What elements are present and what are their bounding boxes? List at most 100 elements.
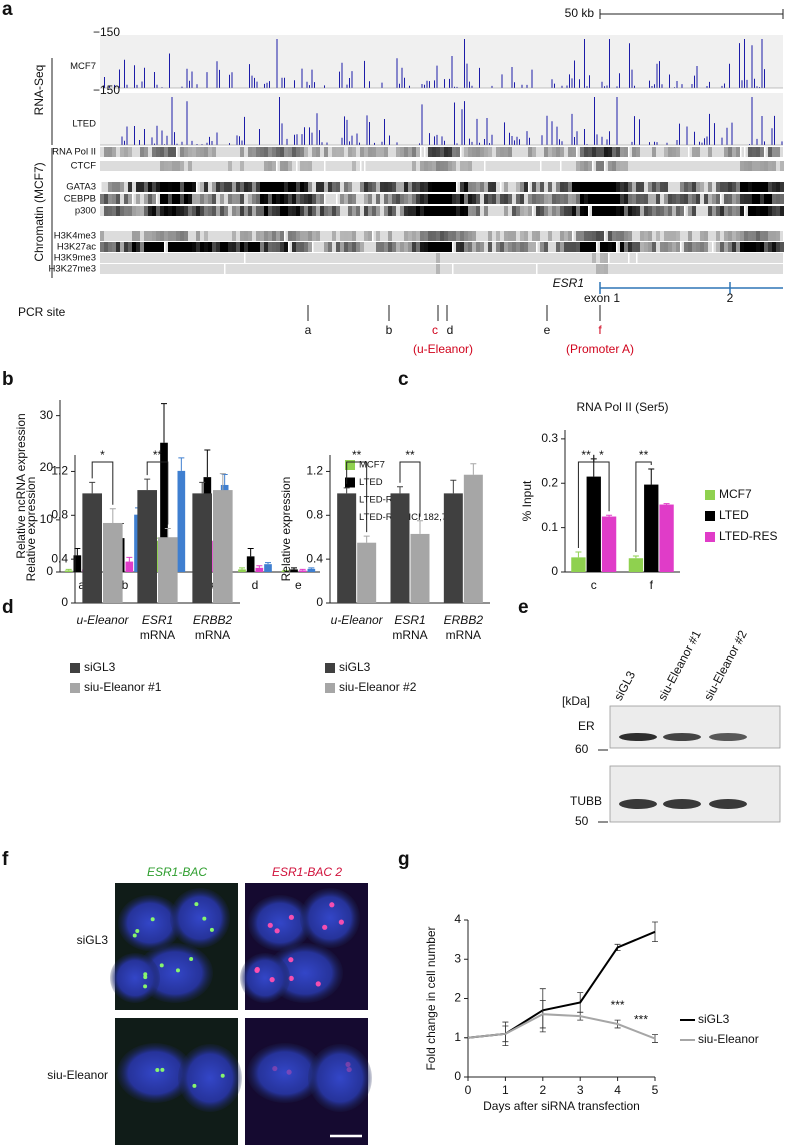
track-cell [232, 206, 236, 216]
track-cell [460, 206, 464, 216]
track-cell [492, 194, 496, 204]
track-cell [468, 206, 472, 216]
track-cell [460, 194, 464, 204]
track-cell [580, 194, 584, 204]
track-cell [716, 206, 720, 216]
track-cell [448, 242, 452, 252]
track-cell [464, 242, 468, 252]
track-cell [460, 231, 464, 241]
track-cell [704, 242, 708, 252]
y-tick-label: 0.3 [541, 431, 558, 445]
track-cell [216, 242, 220, 252]
chart-title: RNA Pol II (Ser5) [576, 400, 668, 414]
track-cell [560, 194, 564, 204]
error-bar [89, 481, 96, 494]
band [709, 799, 747, 809]
bar [357, 542, 377, 603]
track-cell [572, 206, 576, 216]
panel-label: e [518, 597, 529, 618]
track-cell [240, 147, 244, 157]
track-cell [668, 242, 672, 252]
track-cell [620, 206, 624, 216]
track-cell [496, 242, 500, 252]
track-cell [216, 182, 220, 192]
bar [264, 564, 272, 572]
track-gap [684, 206, 686, 216]
track-cell [332, 231, 336, 241]
track-name: H3K27me3 [48, 264, 96, 275]
track-cell [548, 182, 552, 192]
bar [255, 567, 264, 572]
track-cell [252, 182, 256, 192]
track-cell [284, 194, 288, 204]
track-cell [408, 182, 412, 192]
track-cell [200, 206, 204, 216]
track-cell [304, 194, 308, 204]
track-cell [776, 231, 780, 241]
significance: ** [581, 448, 591, 462]
track-cell [148, 242, 152, 252]
track-cell [696, 242, 700, 252]
track-cell [396, 242, 400, 252]
track-bg [100, 253, 783, 263]
track-cell [460, 161, 464, 171]
significance: * [100, 448, 105, 462]
track-cell [608, 147, 612, 157]
track-cell [632, 242, 636, 252]
track-cell [652, 182, 656, 192]
track-cell [772, 231, 776, 241]
track-cell [724, 182, 728, 192]
track-cell [592, 242, 596, 252]
track-cell [140, 242, 144, 252]
track-cell [688, 206, 692, 216]
track-cell [252, 242, 256, 252]
error-bar [219, 473, 226, 491]
track-cell [288, 182, 292, 192]
fish-spot [274, 928, 280, 934]
track-cell [600, 242, 604, 252]
condition-label: siu-Eleanor [47, 1068, 108, 1082]
track-cell [448, 194, 452, 204]
track-cell [316, 194, 320, 204]
nucleus [178, 1044, 242, 1112]
track-cell [556, 182, 560, 192]
track-cell [472, 194, 476, 204]
x-tick-label-line: ESR1 [142, 613, 173, 627]
track-cell [472, 242, 476, 252]
track-cell [184, 147, 188, 157]
track-cell [224, 242, 228, 252]
y-axis-label: Fold change in cell number [424, 926, 438, 1070]
track-cell [648, 194, 652, 204]
panel-label: g [398, 849, 410, 870]
track-cell [744, 194, 748, 204]
track-cell [228, 242, 232, 252]
error-bar [397, 486, 403, 494]
track-cell [432, 147, 436, 157]
track-cell [412, 182, 416, 192]
track-cell [300, 147, 304, 157]
track-cell [152, 242, 156, 252]
track-cell [288, 206, 292, 216]
track-cell [380, 147, 384, 157]
track-cell [480, 182, 484, 192]
track-cell [284, 147, 288, 157]
track-cell [456, 206, 460, 216]
track-cell [268, 206, 272, 216]
track-gap [744, 147, 746, 157]
track-cell [292, 147, 296, 157]
track-cell [552, 206, 556, 216]
error-bar [470, 463, 477, 475]
track-cell [276, 147, 280, 157]
track-cell [688, 182, 692, 192]
track-cell [756, 147, 760, 157]
track-cell [160, 182, 164, 192]
track-cell [620, 194, 624, 204]
legend-label: siGL3 [84, 660, 116, 674]
panel-label: b [2, 369, 14, 390]
x-tick-label: 3 [577, 1083, 584, 1097]
track-cell [276, 194, 280, 204]
track-cell [424, 242, 428, 252]
track-cell [264, 147, 268, 157]
legend-swatch [345, 477, 355, 488]
track-cell [664, 242, 668, 252]
